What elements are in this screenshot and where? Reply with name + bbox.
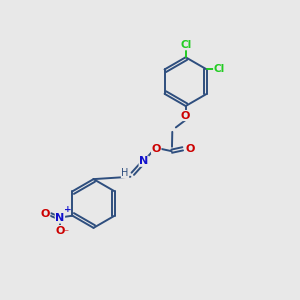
Text: O: O <box>181 110 190 121</box>
Text: Cl: Cl <box>180 40 191 50</box>
Text: N: N <box>55 213 64 223</box>
Text: ⁻: ⁻ <box>64 228 69 238</box>
Text: Cl: Cl <box>214 64 225 74</box>
Text: H: H <box>121 168 129 178</box>
Text: +: + <box>64 205 71 214</box>
Text: O: O <box>152 144 161 154</box>
Text: N: N <box>139 156 148 166</box>
Text: O: O <box>40 209 50 220</box>
Text: O: O <box>185 144 195 154</box>
Text: O: O <box>55 226 64 236</box>
